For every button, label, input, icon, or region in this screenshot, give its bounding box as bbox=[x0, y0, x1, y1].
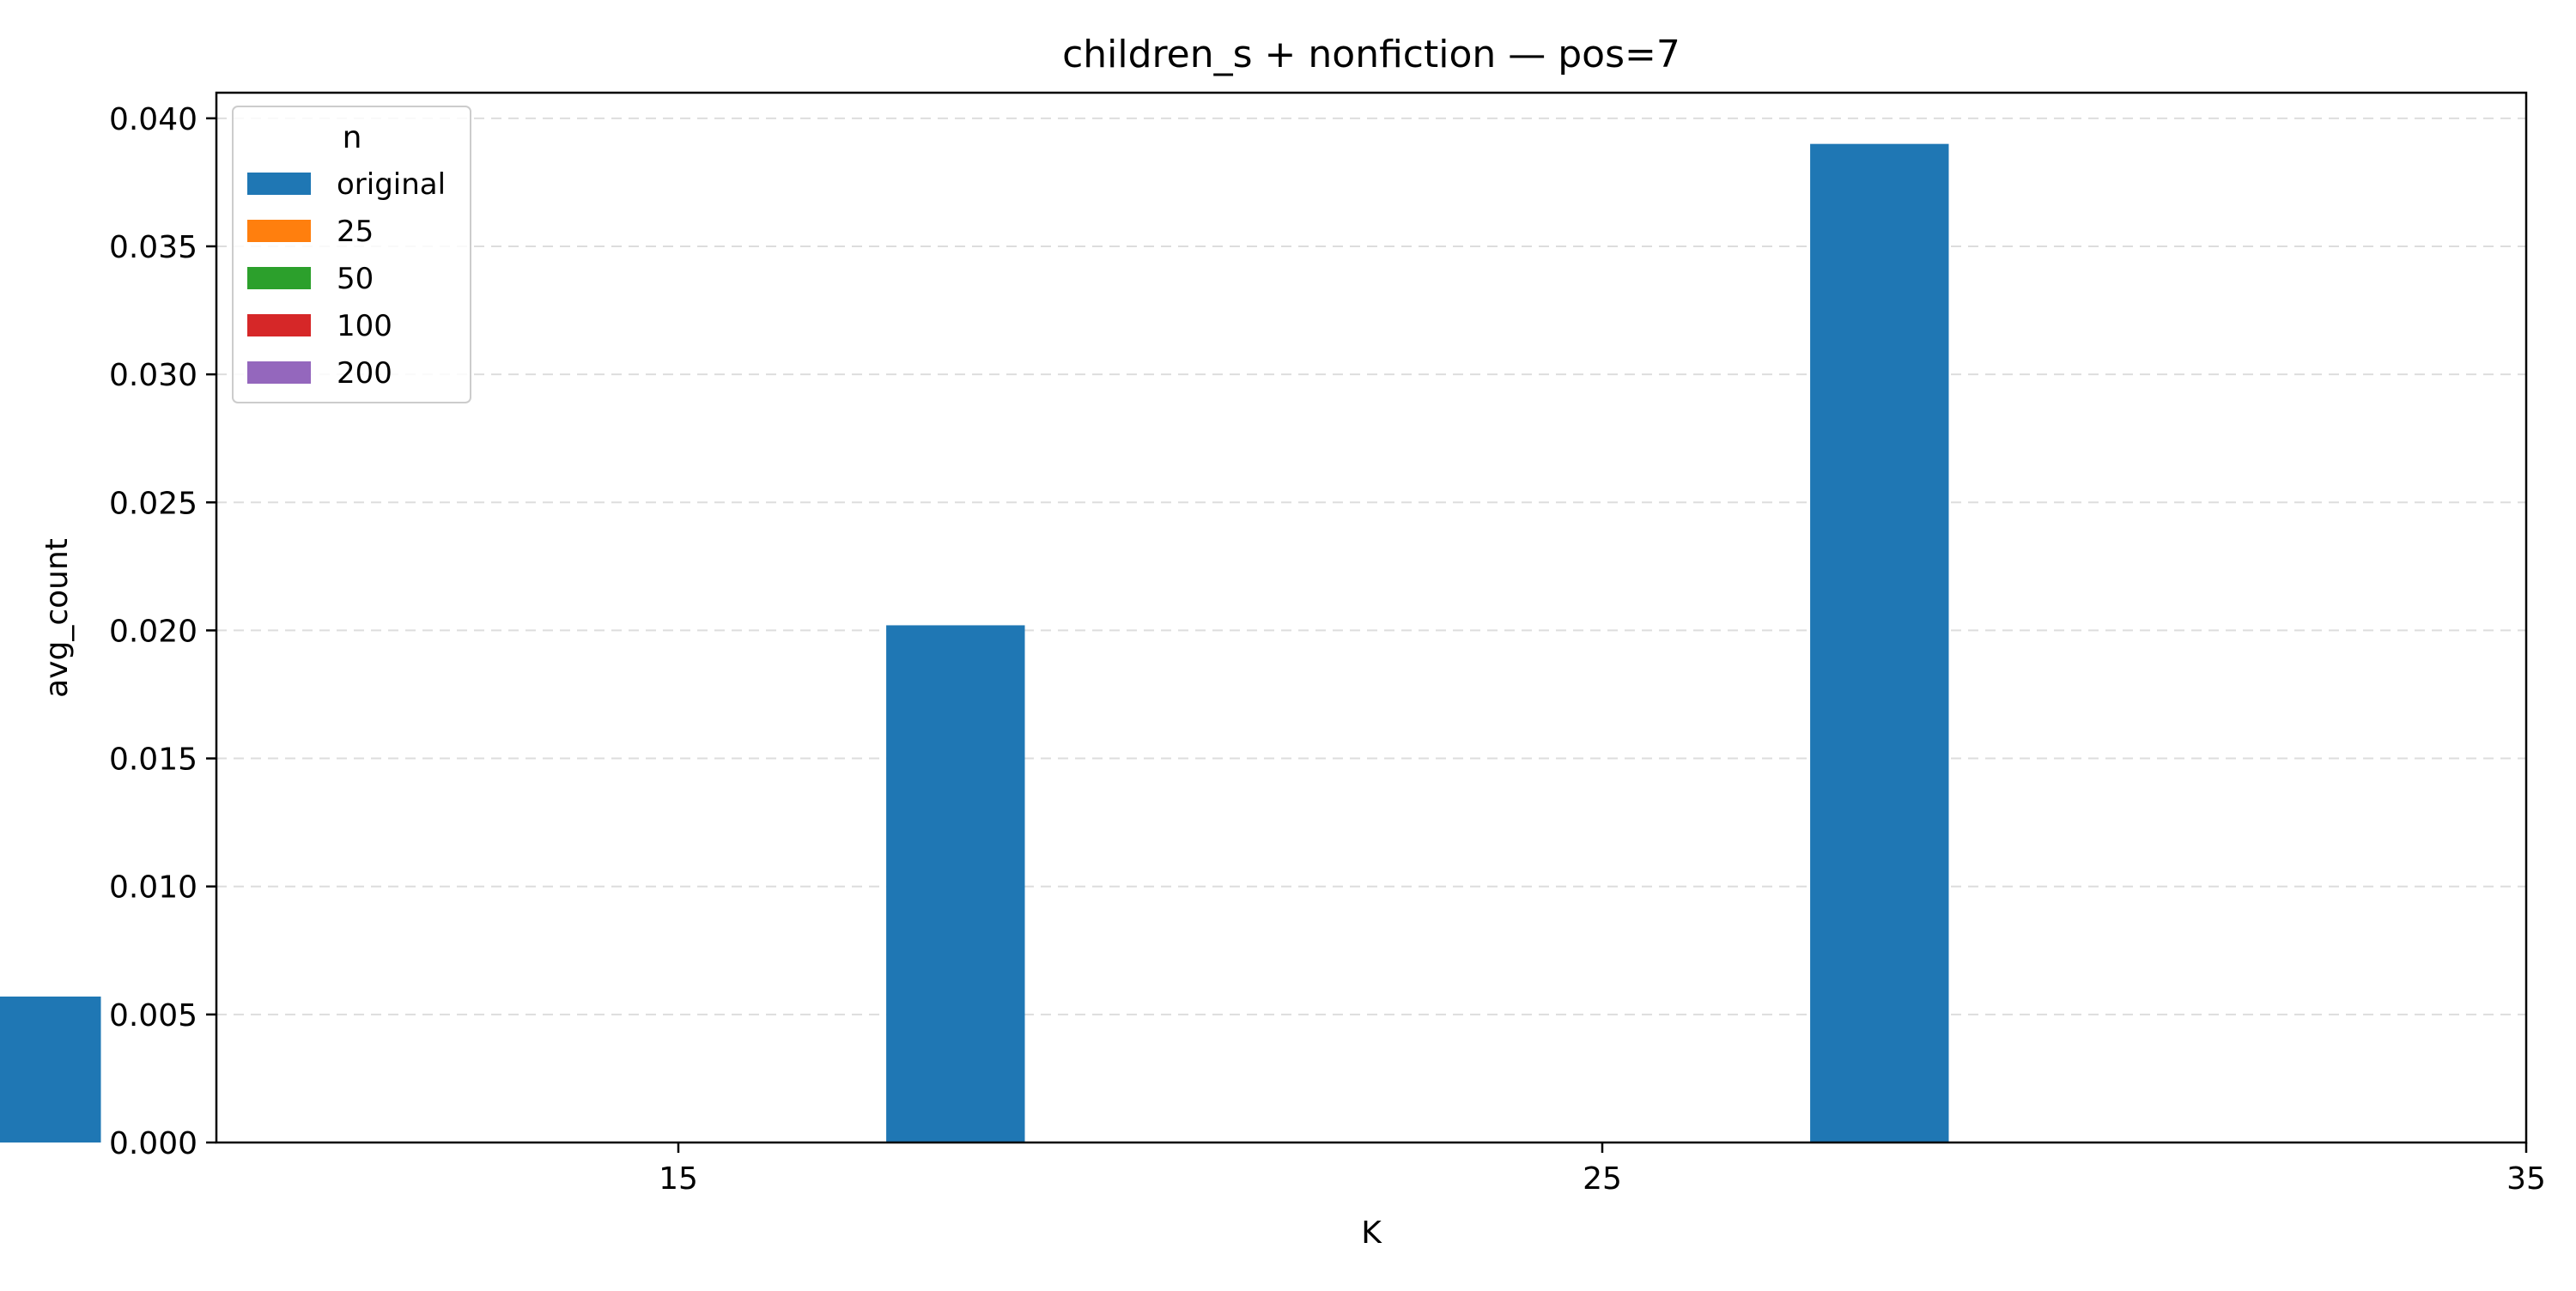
legend-label-50: 50 bbox=[337, 262, 374, 296]
legend-swatch-200 bbox=[247, 361, 311, 384]
bar-original-35 bbox=[1810, 143, 1949, 1143]
legend-label-25: 25 bbox=[337, 215, 374, 249]
y-tick-label: 0.035 bbox=[109, 230, 197, 265]
legend-swatch-100 bbox=[247, 314, 311, 336]
x-tick-label: 35 bbox=[2506, 1161, 2546, 1197]
y-tick-label: 0.020 bbox=[109, 614, 197, 649]
axes: 0.000 0.005 0.010 0.015 0.020 0.025 0.030 0.035… bbox=[109, 91, 2546, 1197]
legend: n original 25 50 100 200 bbox=[232, 106, 471, 403]
y-tick-label: 0.000 bbox=[109, 1126, 197, 1161]
legend-label-original: original bbox=[337, 167, 446, 202]
y-tick-label: 0.025 bbox=[109, 486, 197, 521]
x-tick-label: 15 bbox=[659, 1161, 698, 1197]
x-tick-label: 25 bbox=[1583, 1161, 1622, 1197]
y-tick-label: 0.040 bbox=[109, 102, 197, 137]
y-tick-label: 0.010 bbox=[109, 870, 197, 906]
legend-title: n bbox=[343, 120, 362, 155]
legend-label-200: 200 bbox=[337, 356, 392, 391]
bar-original-15 bbox=[0, 996, 101, 1143]
legend-swatch-25 bbox=[247, 220, 311, 242]
y-tick-label: 0.005 bbox=[109, 998, 197, 1033]
chart-title: children_s + nonfiction — pos=7 bbox=[1062, 33, 1680, 76]
legend-label-100: 100 bbox=[337, 309, 392, 343]
plot-frame bbox=[215, 91, 2528, 1144]
y-tick-label: 0.030 bbox=[109, 358, 197, 393]
legend-swatch-original bbox=[247, 173, 311, 195]
bars bbox=[0, 143, 1949, 1143]
y-axis-label: avg_count bbox=[39, 538, 75, 698]
legend-swatch-50 bbox=[247, 267, 311, 289]
bar-original-25 bbox=[886, 625, 1025, 1143]
x-axis-label: K bbox=[1361, 1215, 1382, 1251]
y-tick-label: 0.015 bbox=[109, 742, 197, 778]
